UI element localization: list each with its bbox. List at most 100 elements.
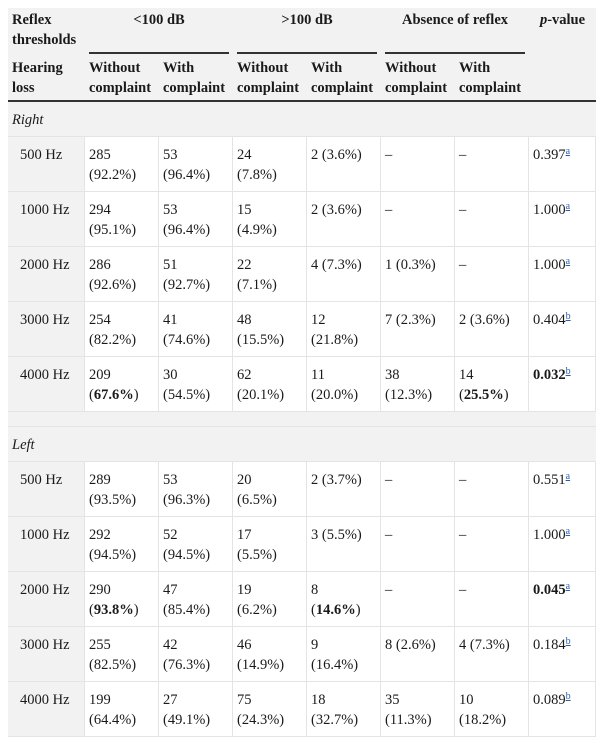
- value-percent: (6.2%): [237, 602, 277, 618]
- value-cell-c1: 294 (95.1%): [85, 192, 159, 247]
- value-percent: (24.3%): [237, 712, 285, 728]
- value-cell-c5: –: [381, 517, 455, 572]
- value-percent: (82.5%): [89, 657, 137, 673]
- value-percent: (85.4%): [163, 602, 211, 618]
- value-cell-c2: 41 (74.6%): [159, 302, 233, 357]
- pvalue-text: 0.397: [533, 147, 566, 163]
- header-gt100: >100 dB: [233, 8, 381, 56]
- frequency-cell: 2000 Hz: [8, 572, 85, 627]
- value-percent: (96.4%): [163, 222, 211, 238]
- value-percent: (6.5%): [237, 492, 277, 508]
- table-row: 3000 Hz 255 (82.5%) 42 (76.3%) 46 (14.9%) 9 (16.…: [8, 627, 596, 682]
- value-percent: (16.4%): [311, 657, 359, 673]
- value-cell-c3: 75 (24.3%): [233, 682, 307, 737]
- value-percent: (14.9%): [237, 657, 285, 673]
- table-row: 2000 Hz 290 (93.8%) 47 (85.4%) 19 (6.2%) 8 (14.6…: [8, 572, 596, 627]
- value-cell-c4: 9 (16.4%): [307, 627, 381, 682]
- header-without-3: Without complaint: [381, 56, 455, 102]
- value-cell-c6: –: [455, 462, 529, 517]
- value-count: 53: [163, 147, 178, 163]
- footnote-link[interactable]: a: [565, 201, 571, 212]
- value-cell-c6: –: [455, 247, 529, 302]
- value-percent: (15.5%): [237, 332, 285, 348]
- table-header: Reflex thresholds <100 dB >100 dB Absence…: [8, 8, 596, 102]
- value-cell-c3: 46 (14.9%): [233, 627, 307, 682]
- value-cell-c2: 53 (96.4%): [159, 137, 233, 192]
- value-count: 19: [237, 582, 252, 598]
- frequency-cell: 500 Hz: [8, 137, 85, 192]
- value-cell-c2: 52 (94.5%): [159, 517, 233, 572]
- footnote-link[interactable]: a: [565, 146, 571, 157]
- section-spacer: [8, 412, 596, 427]
- value-cell-c5: 7 (2.3%): [381, 302, 455, 357]
- value-cell-c3: 19 (6.2%): [233, 572, 307, 627]
- value-cell-c4: 2 (3.6%): [307, 192, 381, 247]
- value-count: 285: [89, 147, 111, 163]
- value-cell-c1: 292 (94.5%): [85, 517, 159, 572]
- value-count: 8: [311, 582, 319, 598]
- value-percent: (64.4%): [89, 712, 137, 728]
- header-hearing-loss: Hearing loss: [8, 56, 85, 102]
- frequency-cell: 4000 Hz: [8, 682, 85, 737]
- value-percent: (93.5%): [89, 492, 137, 508]
- value-count: 51: [163, 257, 178, 273]
- value-cell-c3: 20 (6.5%): [233, 462, 307, 517]
- footnote-link[interactable]: b: [565, 366, 571, 377]
- value-count: 38: [385, 367, 400, 383]
- value-count: 3 (5.5%): [311, 527, 362, 543]
- table-row: 2000 Hz 286 (92.6%) 51 (92.7%) 22 (7.1%) 4 (7.3…: [8, 247, 596, 302]
- value-count: –: [385, 472, 393, 488]
- value-count: 289: [89, 472, 111, 488]
- value-percent: (92.6%): [89, 277, 137, 293]
- value-count: 12: [311, 312, 326, 328]
- value-cell-c5: –: [381, 572, 455, 627]
- value-count: –: [459, 582, 467, 598]
- value-count: –: [459, 147, 467, 163]
- footnote-link[interactable]: b: [565, 636, 571, 647]
- value-count: 294: [89, 202, 111, 218]
- table-row: 1000 Hz 292 (94.5%) 52 (94.5%) 17 (5.5%) 3 (5.5…: [8, 517, 596, 572]
- value-count: 7 (2.3%): [385, 312, 436, 328]
- value-percent: (96.3%): [163, 492, 211, 508]
- value-count: –: [459, 472, 467, 488]
- value-cell-c4: 8 (14.6%): [307, 572, 381, 627]
- value-cell-c2: 53 (96.3%): [159, 462, 233, 517]
- value-cell-c4: 18 (32.7%): [307, 682, 381, 737]
- value-percent-bold: 67.6%: [93, 387, 134, 403]
- value-count: 53: [163, 472, 178, 488]
- value-percent: (76.3%): [163, 657, 211, 673]
- table-row: 1000 Hz 294 (95.1%) 53 (96.4%) 15 (4.9%) 2 (3.6…: [8, 192, 596, 247]
- value-percent: (92.7%): [163, 277, 211, 293]
- value-cell-c3: 48 (15.5%): [233, 302, 307, 357]
- value-count: 2 (3.6%): [311, 202, 362, 218]
- footnote-link[interactable]: b: [565, 691, 571, 702]
- value-count: 17: [237, 527, 252, 543]
- footnote-link[interactable]: a: [565, 581, 571, 592]
- value-cell-c1: 289 (93.5%): [85, 462, 159, 517]
- footnote-link[interactable]: b: [565, 311, 571, 322]
- frequency-cell: 4000 Hz: [8, 357, 85, 412]
- value-cell-c6: 14 (25.5%): [455, 357, 529, 412]
- value-percent: (74.6%): [163, 332, 211, 348]
- value-count: 4 (7.3%): [459, 637, 510, 653]
- value-percent: (5.5%): [237, 547, 277, 563]
- value-percent-bold: 14.6%: [315, 602, 356, 618]
- pvalue-cell: 0.184b: [529, 627, 596, 682]
- footnote-link[interactable]: a: [565, 526, 571, 537]
- value-count: –: [385, 147, 393, 163]
- value-cell-c6: –: [455, 192, 529, 247]
- footnote-link[interactable]: a: [565, 256, 571, 267]
- value-cell-c2: 53 (96.4%): [159, 192, 233, 247]
- pvalue-cell: 0.397a: [529, 137, 596, 192]
- header-without-1: Without complaint: [85, 56, 159, 102]
- value-count: 2 (3.6%): [459, 312, 510, 328]
- value-cell-c4: 2 (3.6%): [307, 137, 381, 192]
- value-count: –: [385, 202, 393, 218]
- value-cell-c1: 199 (64.4%): [85, 682, 159, 737]
- value-cell-c2: 47 (85.4%): [159, 572, 233, 627]
- pvalue-text: 0.045: [533, 582, 566, 598]
- pvalue-text: 0.032: [533, 367, 566, 383]
- footnote-link[interactable]: a: [565, 471, 571, 482]
- value-cell-c1: 290 (93.8%): [85, 572, 159, 627]
- value-count: 4 (7.3%): [311, 257, 362, 273]
